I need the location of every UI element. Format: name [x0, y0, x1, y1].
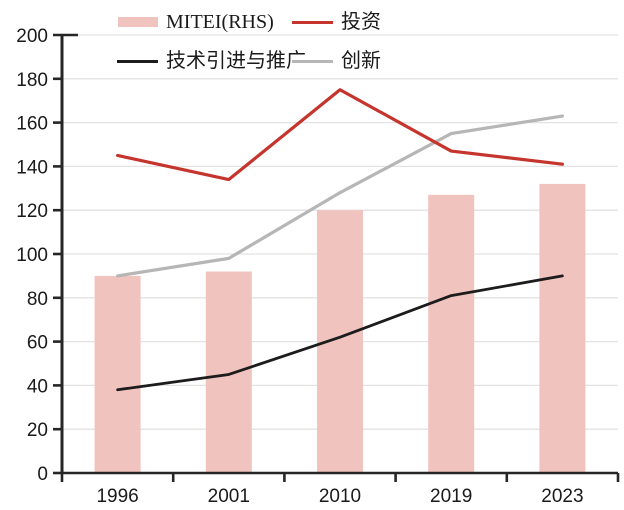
- svg-text:1996: 1996: [96, 486, 138, 507]
- svg-text:20: 20: [27, 420, 48, 441]
- svg-text:2001: 2001: [208, 486, 250, 507]
- legend-label-innovation: 创新: [341, 50, 381, 72]
- legend-label-mitei: MITEI(RHS): [166, 11, 274, 33]
- legend-item-mitei: MITEI(RHS): [118, 11, 274, 33]
- y-axis-ticks: [53, 33, 78, 475]
- svg-text:200: 200: [16, 26, 48, 47]
- svg-text:2019: 2019: [430, 486, 472, 507]
- mitei-bar-swatch: [118, 17, 158, 27]
- svg-text:60: 60: [27, 333, 48, 354]
- legend-label-tech-transfer: 技术引进与推广: [166, 50, 306, 72]
- y-axis-labels: 0 20 40 60 80 100 120 140 160 180 200: [16, 26, 48, 485]
- svg-text:80: 80: [27, 289, 48, 310]
- x-axis-labels: 1996 2001 2010 2019 2023: [96, 486, 583, 507]
- legend-item-investment: 投资: [292, 11, 381, 33]
- legend-item-tech-transfer: 技术引进与推广: [117, 50, 306, 72]
- x-axis-ticks: [60, 473, 620, 482]
- svg-text:160: 160: [16, 114, 48, 135]
- investment-line-swatch: [292, 20, 333, 24]
- svg-text:40: 40: [27, 376, 48, 397]
- svg-text:180: 180: [16, 70, 48, 91]
- legend-label-investment: 投资: [341, 11, 381, 33]
- line-series-2: [115, 114, 565, 278]
- line-series-0: [115, 88, 565, 182]
- svg-text:100: 100: [16, 245, 48, 266]
- svg-text:2010: 2010: [319, 486, 361, 507]
- svg-text:2023: 2023: [541, 486, 583, 507]
- svg-text:140: 140: [16, 157, 48, 178]
- svg-text:120: 120: [16, 201, 48, 222]
- svg-text:0: 0: [37, 464, 48, 485]
- tech-transfer-line-swatch: [117, 59, 158, 63]
- line-series-1: [116, 274, 564, 392]
- bar-series-mitei: [94, 183, 586, 474]
- innovation-line-swatch: [292, 59, 333, 63]
- legend-item-innovation: 创新: [292, 50, 381, 72]
